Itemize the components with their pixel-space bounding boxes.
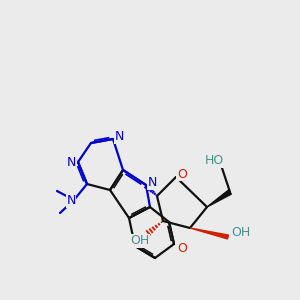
- Text: HO: HO: [204, 154, 224, 167]
- Text: N: N: [114, 130, 124, 143]
- Text: O: O: [177, 167, 187, 181]
- Text: O: O: [177, 242, 187, 256]
- Text: OH: OH: [130, 235, 150, 248]
- Text: N: N: [147, 176, 157, 190]
- Text: OH: OH: [231, 226, 250, 239]
- Polygon shape: [207, 190, 231, 207]
- Polygon shape: [190, 228, 229, 239]
- Text: N: N: [66, 155, 76, 169]
- Text: N: N: [66, 194, 76, 208]
